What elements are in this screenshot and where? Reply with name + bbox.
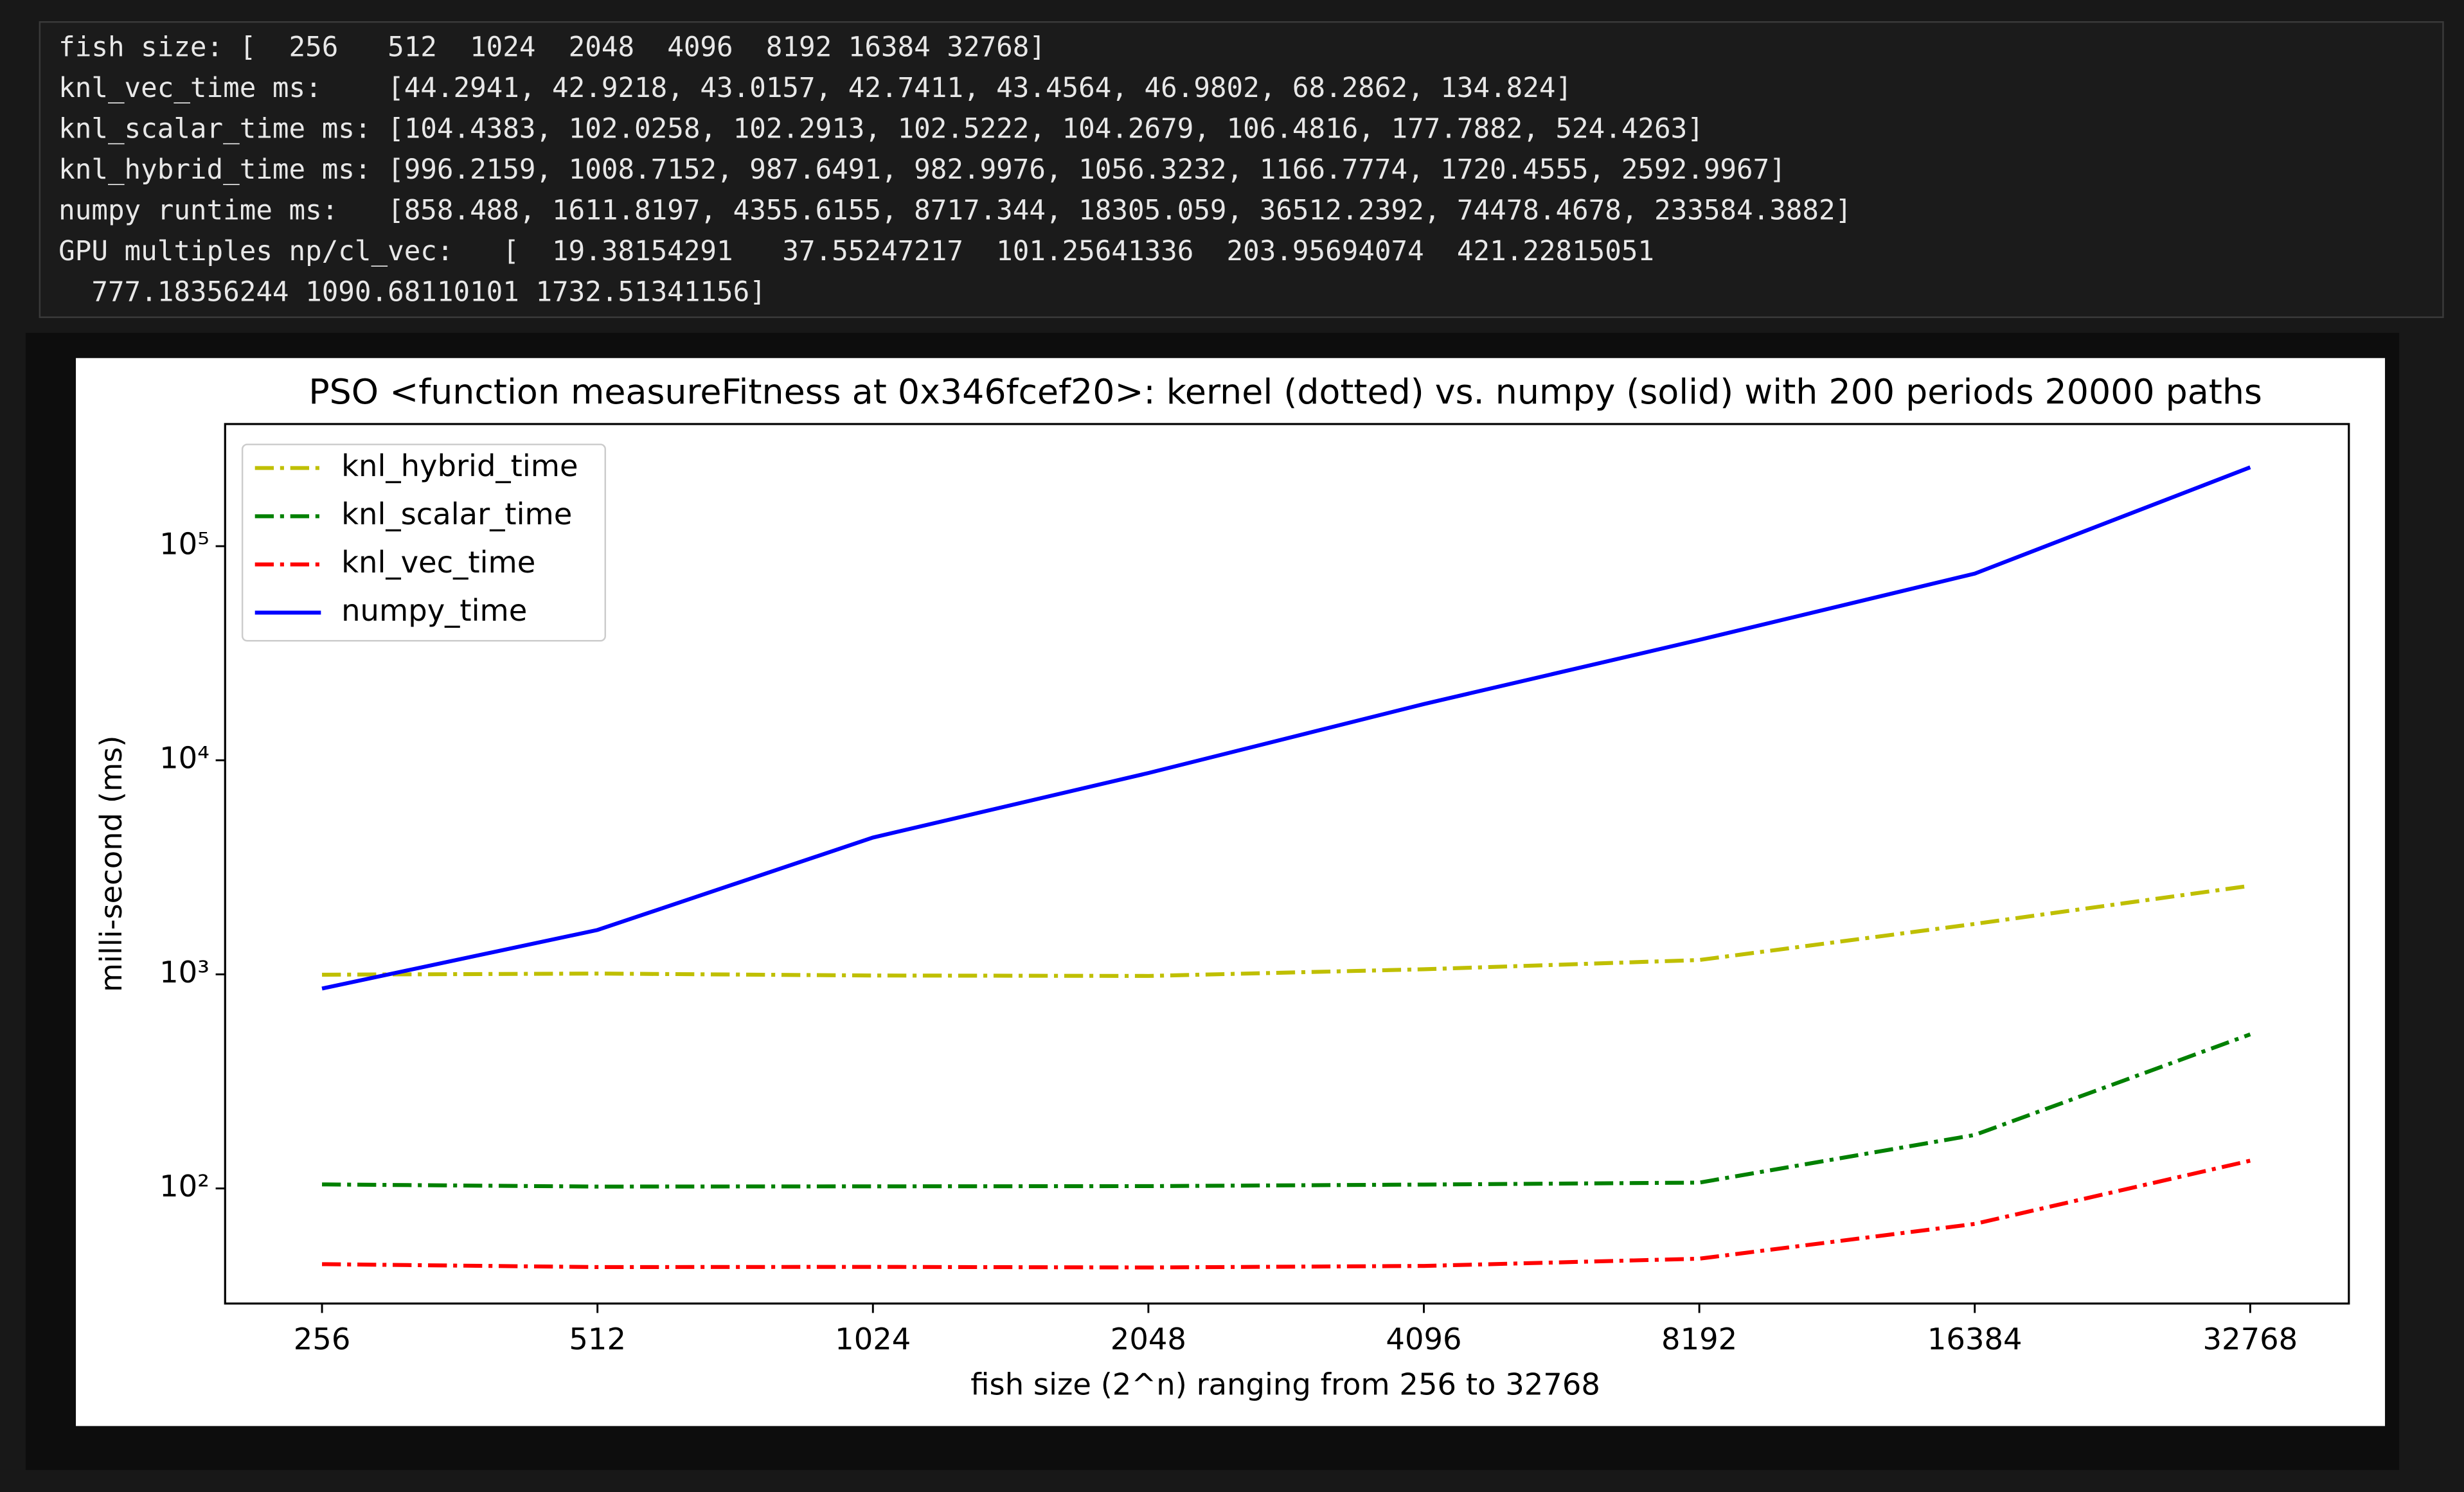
output-line: knl_scalar_time ms: [104.4383, 102.0258,…	[58, 113, 1704, 145]
x-tick-label: 512	[569, 1322, 626, 1356]
legend-box	[241, 443, 606, 642]
output-line: numpy runtime ms: [858.488, 1611.8197, 4…	[58, 195, 1852, 226]
legend-label: knl_scalar_time	[341, 497, 572, 531]
legend-label: knl_hybrid_time	[341, 448, 578, 483]
x-tick-label: 1024	[835, 1322, 911, 1356]
legend-label: numpy_time	[341, 593, 527, 628]
output-line: knl_vec_time ms: [44.2941, 42.9218, 43.0…	[58, 73, 1572, 104]
x-tick-label: 16384	[1927, 1322, 2022, 1356]
x-axis-label: fish size (2^n) ranging from 256 to 3276…	[970, 1367, 1600, 1402]
x-tick-label: 256	[294, 1322, 351, 1356]
series-line	[322, 1032, 2251, 1189]
series-line	[322, 884, 2251, 978]
output-line: knl_hybrid_time ms: [996.2159, 1008.7152…	[58, 154, 1786, 186]
y-axis-label: milli-second (ms)	[94, 735, 129, 992]
text-output	[39, 21, 2444, 318]
x-tick-label: 8192	[1661, 1322, 1737, 1356]
output-line: fish size: [ 256 512 1024 2048 4096 8192…	[58, 31, 1046, 63]
y-tick-label: 10⁵	[159, 527, 210, 562]
y-tick-label: 10⁴	[159, 741, 210, 776]
chart-title: PSO <function measureFitness at 0x346fce…	[308, 371, 2262, 412]
output-line: GPU multiples np/cl_vec: [ 19.38154291 3…	[58, 236, 1654, 267]
output-line: 777.18356244 1090.68110101 1732.51341156…	[58, 277, 766, 308]
x-tick-label: 4096	[1386, 1322, 1461, 1356]
y-tick-label: 10³	[159, 955, 210, 990]
legend-label: knl_vec_time	[341, 545, 535, 580]
x-tick-label: 32768	[2202, 1322, 2298, 1356]
x-tick-label: 2048	[1111, 1322, 1186, 1356]
plot-frame	[224, 423, 2350, 1305]
y-tick-label: 10²	[159, 1169, 210, 1203]
series-line	[321, 465, 2251, 991]
series-line	[322, 1159, 2251, 1270]
